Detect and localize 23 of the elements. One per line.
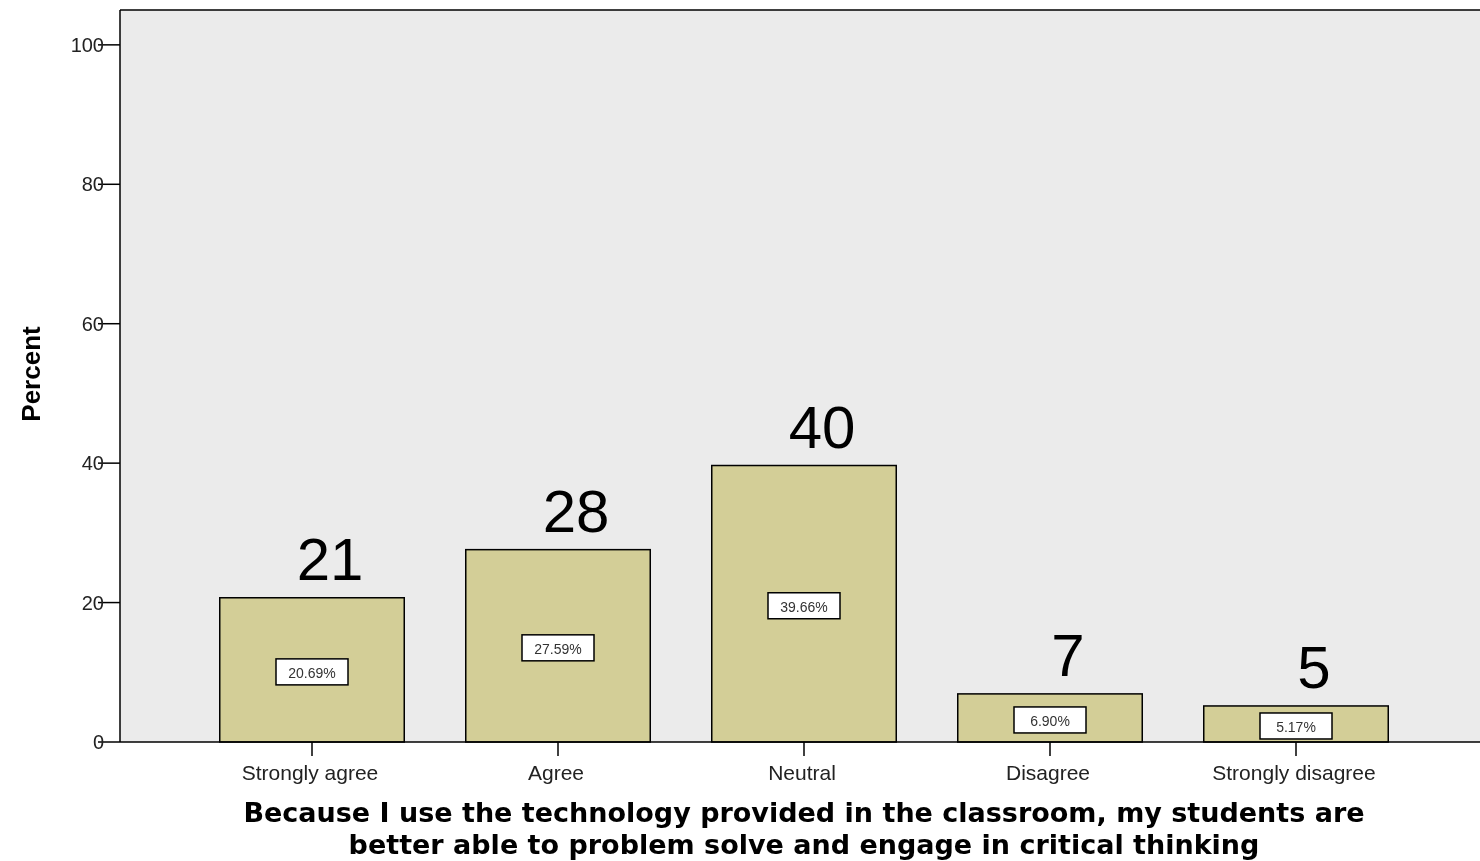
annotation: 7 — [1051, 621, 1085, 689]
annotation: 21 — [296, 525, 364, 593]
data-label: 5.17% — [1276, 718, 1316, 735]
y-tick-label: 0 — [92, 731, 104, 753]
data-label: 20.69% — [288, 664, 336, 681]
x-tick-label: Strongly agree — [241, 761, 379, 784]
data-label: 6.90% — [1030, 712, 1070, 729]
y-tick-label: 80 — [81, 173, 104, 196]
annotation: 5 — [1297, 633, 1331, 701]
y-tick-label: 60 — [81, 312, 104, 335]
y-tick-label: 40 — [81, 452, 104, 475]
data-label: 39.66% — [780, 598, 828, 615]
x-tick-label: Strongly disagree — [1212, 761, 1376, 784]
x-tick-label: Disagree — [1005, 761, 1091, 784]
y-axis-title: Percent — [16, 325, 46, 422]
annotation: 40 — [788, 393, 856, 461]
annotation: 28 — [542, 477, 610, 545]
data-label: 27.59% — [534, 640, 582, 657]
x-axis-title: Because I use the technology provided in the classroom, my students are better able to problem solve and engage in critical thinking — [243, 797, 1365, 860]
y-tick-label: 20 — [81, 591, 104, 614]
x-tick-label: Agree — [527, 761, 585, 784]
y-tick-label: 100 — [70, 33, 104, 56]
x-tick-label: Neutral — [768, 761, 836, 784]
